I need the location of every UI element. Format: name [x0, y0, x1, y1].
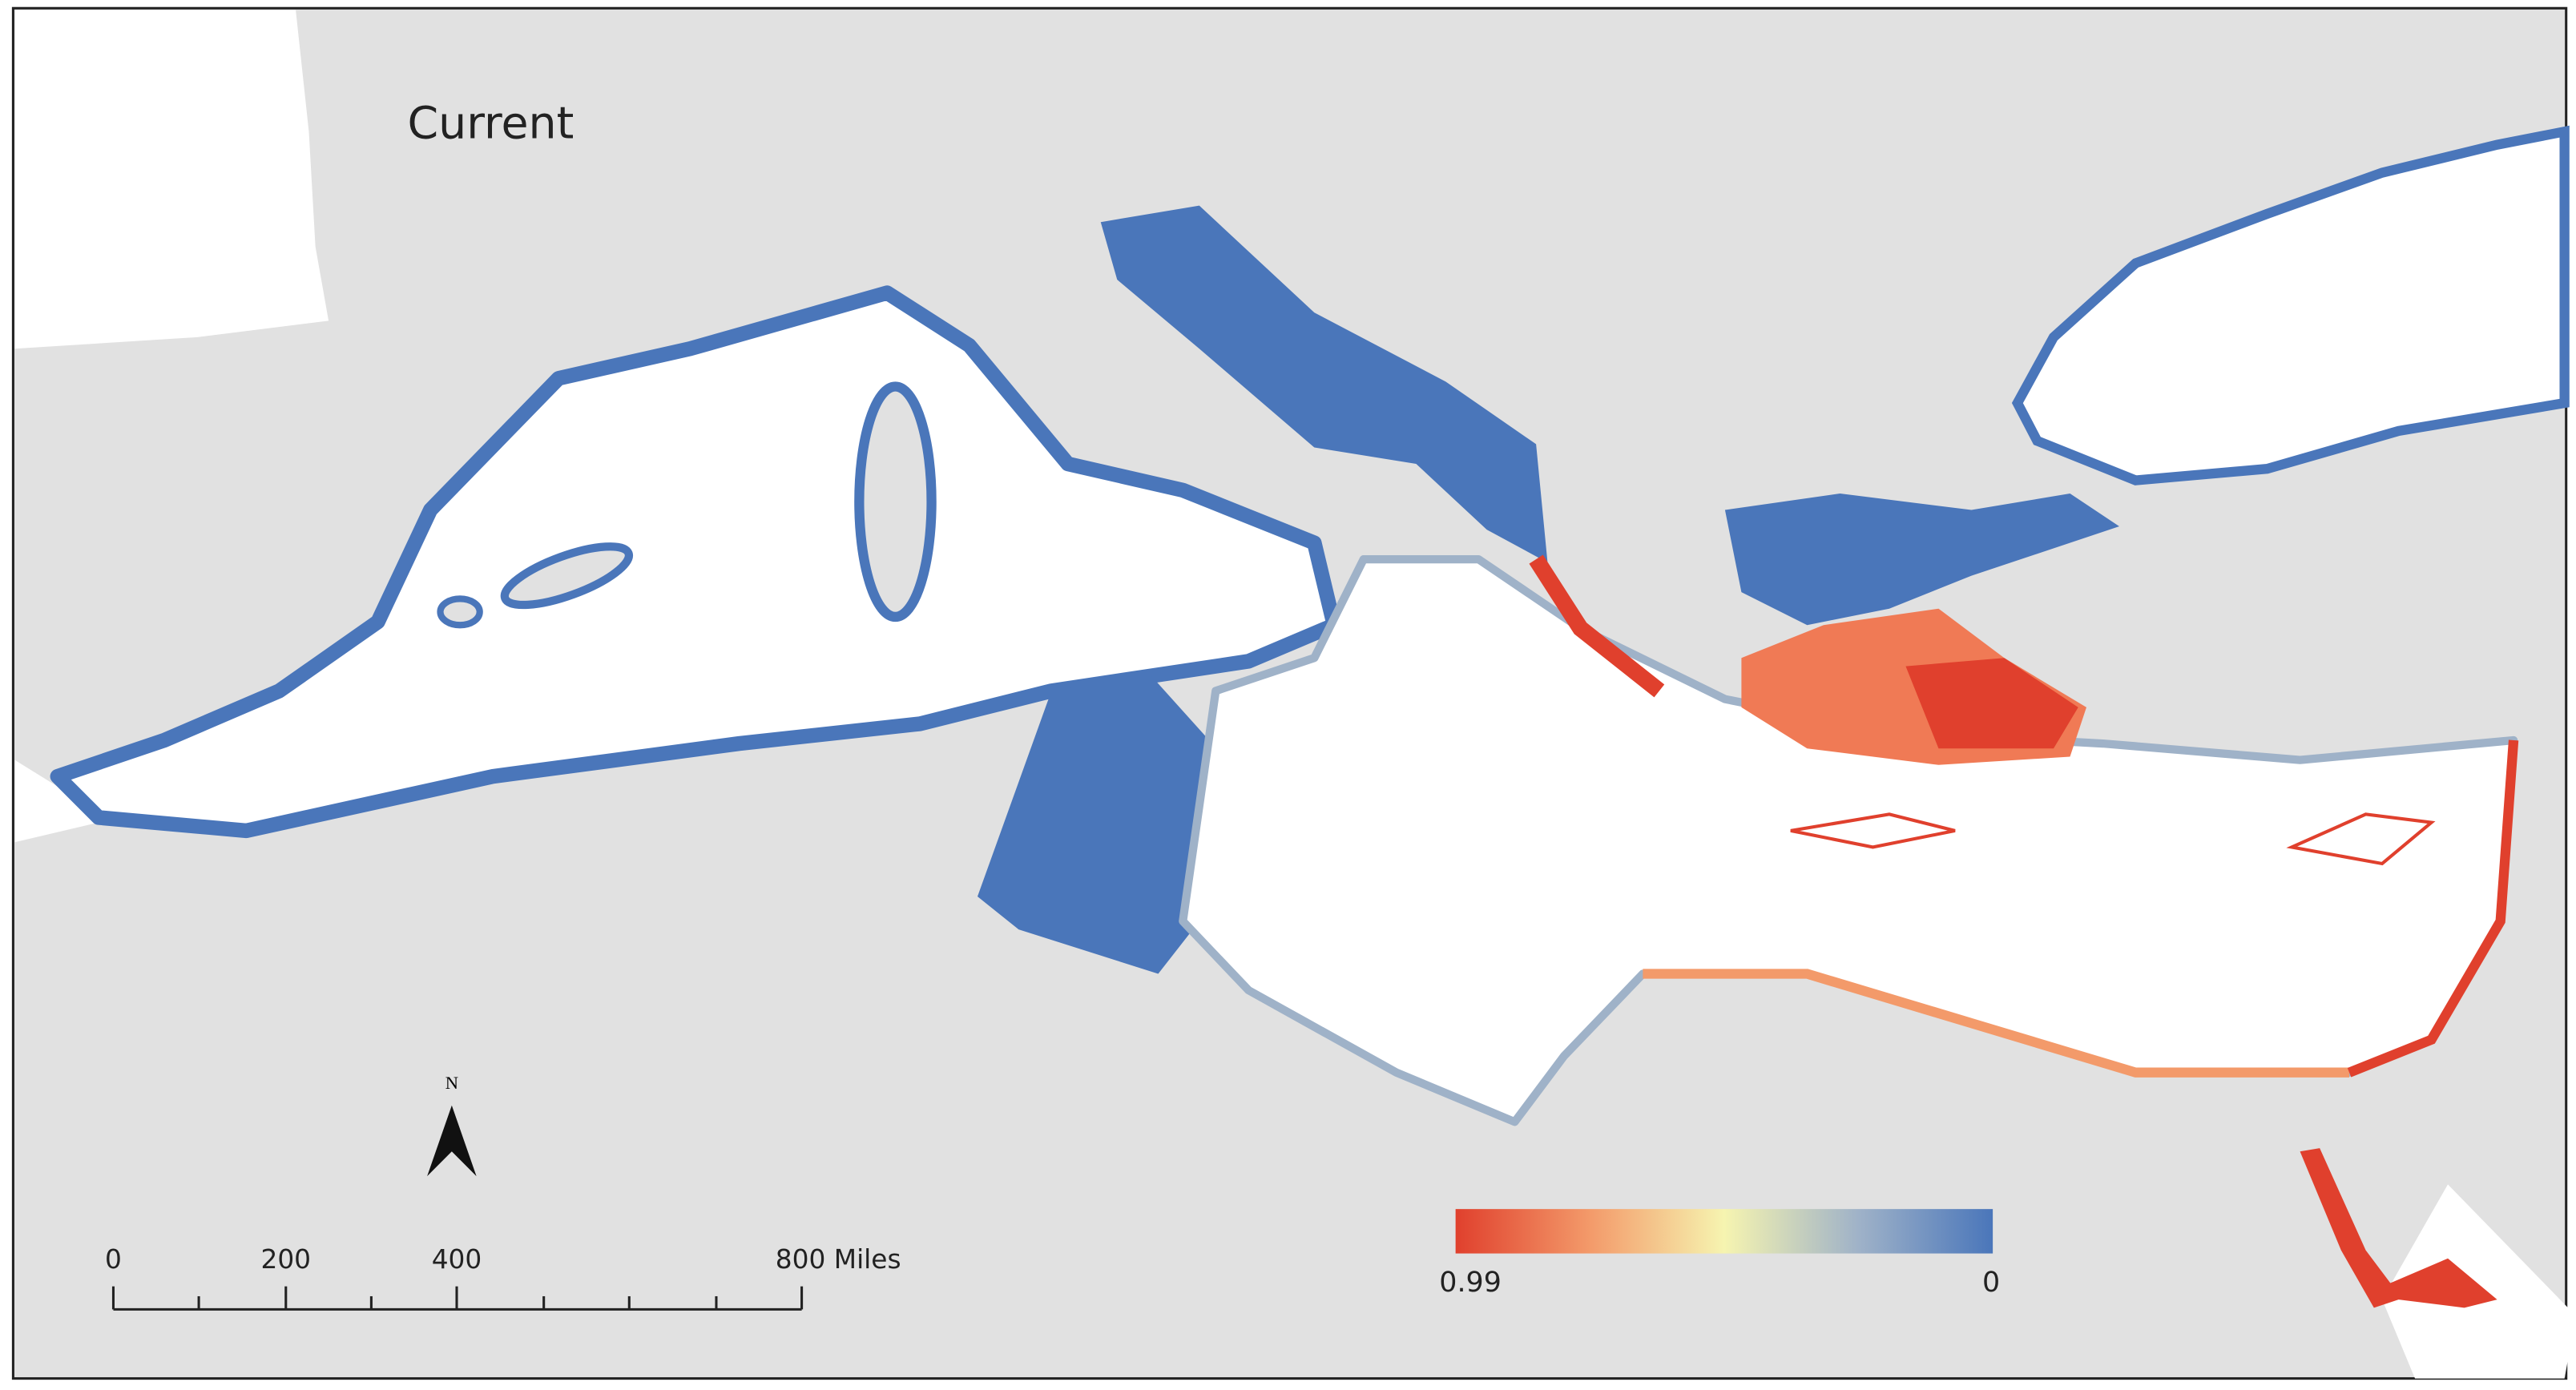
scale-bar: [111, 1286, 804, 1311]
red-sea-coast: [2300, 1148, 2497, 1308]
scale-label: 800 Miles: [776, 1244, 901, 1275]
levant-coast: [2347, 739, 2519, 1078]
red-sea-area: [2382, 1184, 2576, 1379]
legend-ramp: [1455, 1209, 1993, 1254]
adriatic: [1100, 205, 1548, 563]
tunisian-shelf: [977, 674, 1224, 974]
atlantic-south: [14, 759, 99, 843]
atlantic: [14, 10, 329, 349]
western-med: [50, 285, 1342, 839]
scale-label: 400: [432, 1244, 482, 1275]
north-label: N: [445, 1073, 458, 1093]
north-aegean: [1724, 493, 2119, 626]
crete: [1790, 812, 1956, 849]
corsica-sardinia: [854, 381, 937, 622]
dodecanese: [1905, 658, 2078, 749]
greek-coast: [1529, 554, 1665, 698]
scale-label: 0: [105, 1244, 122, 1275]
black-sea: [2011, 125, 2570, 485]
legend-label: 0: [1982, 1267, 2000, 1299]
ibiza: [437, 595, 483, 629]
scale-label: 200: [260, 1244, 311, 1275]
balearic: [500, 542, 634, 610]
cyprus: [2286, 812, 2436, 866]
north-arrow: [427, 1105, 477, 1177]
legend-label: 0.99: [1439, 1267, 1502, 1299]
map-title: Current: [407, 98, 574, 149]
libya-egypt-coast: [1643, 969, 2350, 1078]
